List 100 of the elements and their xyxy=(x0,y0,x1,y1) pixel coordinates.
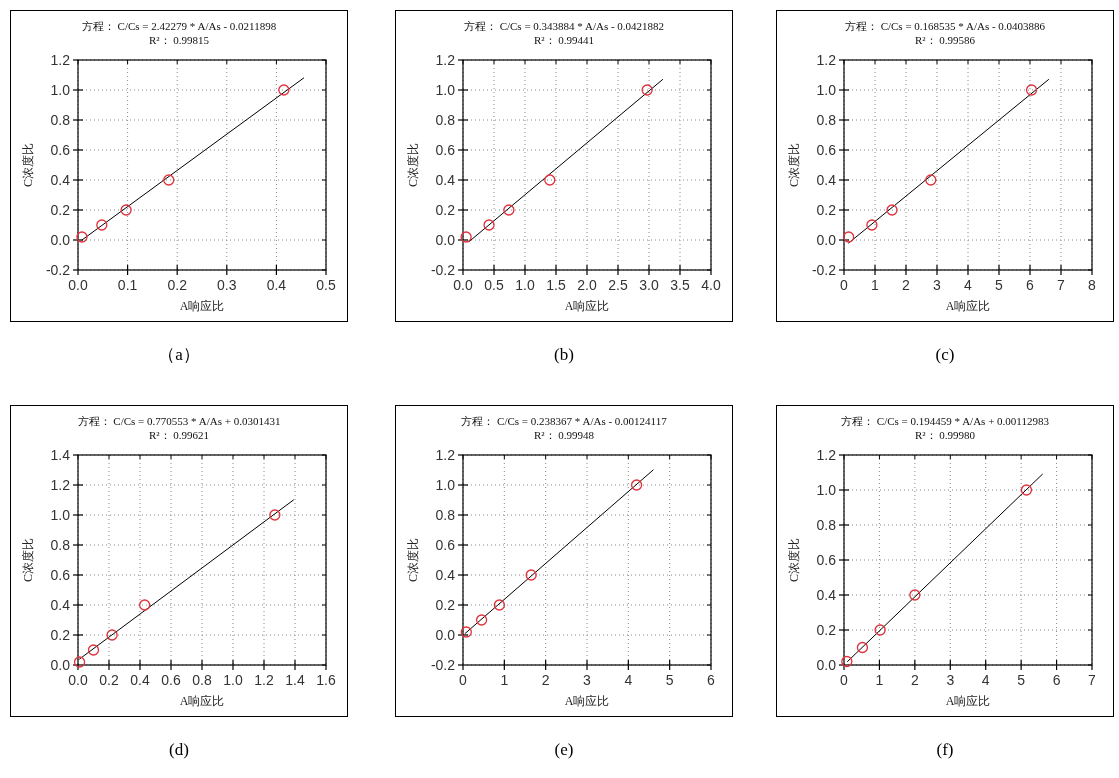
point xyxy=(544,174,556,186)
chart-subtitle: R²： 0.99586 xyxy=(914,34,976,46)
y-axis-title: C浓度比 xyxy=(21,142,35,188)
x-tick-label: 1.4 xyxy=(285,672,305,688)
y-tick-label: -0.2 xyxy=(45,262,71,278)
x-tick-label: 0.8 xyxy=(192,672,212,688)
x-tick-label: 7 xyxy=(1057,277,1066,293)
y-tick-label: -0.2 xyxy=(430,657,456,673)
y-tick-label: 0.0 xyxy=(50,657,71,673)
x-tick-label: 1 xyxy=(871,277,880,293)
x-tick-label: 2.5 xyxy=(608,277,628,293)
point xyxy=(106,629,118,641)
y-tick-label: 1.2 xyxy=(435,447,456,463)
y-tick-label: 0.8 xyxy=(435,112,456,128)
text: (f) xyxy=(936,740,954,759)
y-tick-label: 0.4 xyxy=(816,172,837,188)
y-axis-title: C浓度比 xyxy=(406,537,420,583)
y-tick-label: 0.0 xyxy=(816,232,837,248)
point xyxy=(96,219,108,231)
x-axis-title: A响应比 xyxy=(179,694,225,708)
chart-title: 方程： C/Cs = 0.194459 * A/As + 0.00112983 xyxy=(841,415,1050,427)
point xyxy=(475,614,488,626)
chart-subtitle: R²： 0.99980 xyxy=(914,429,976,441)
y-tick-label: 0.0 xyxy=(50,232,71,248)
x-tick-label: 0.4 xyxy=(266,277,287,293)
x-tick-label: 0 xyxy=(459,672,468,688)
x-tick-label: 2 xyxy=(902,277,911,293)
y-tick-label: 1.0 xyxy=(816,82,837,98)
x-tick-label: 3 xyxy=(933,277,942,293)
x-tick-label: 0.0 xyxy=(68,277,88,293)
point xyxy=(278,84,290,96)
chart-subtitle: R²： 0.99815 xyxy=(148,34,210,46)
point xyxy=(73,656,86,668)
x-tick-label: 7 xyxy=(1088,672,1097,688)
y-axis-title: C浓度比 xyxy=(21,537,35,583)
y-tick-label: 1.0 xyxy=(435,82,456,98)
point xyxy=(1025,84,1038,96)
point xyxy=(1020,484,1033,496)
x-tick-label: 0.5 xyxy=(316,277,336,293)
text: (d) xyxy=(169,740,189,759)
x-tick-label: 0.5 xyxy=(484,277,504,293)
y-tick-label: 0.0 xyxy=(435,232,456,248)
y-axis-title: C浓度比 xyxy=(787,537,801,583)
x-tick-label: 1.2 xyxy=(254,672,274,688)
x-tick-label: 1.0 xyxy=(515,277,535,293)
y-axis-title: C浓度比 xyxy=(406,142,420,188)
x-axis-title: A响应比 xyxy=(564,694,610,708)
point xyxy=(909,589,921,601)
y-tick-label: 0.8 xyxy=(816,517,837,533)
y-tick-label: -0.2 xyxy=(430,262,456,278)
y-tick-label: 0.2 xyxy=(435,597,456,613)
x-tick-label: 3 xyxy=(583,672,592,688)
y-tick-label: 0.2 xyxy=(816,622,837,638)
y-axis-title: C浓度比 xyxy=(787,142,801,188)
y-tick-label: 0.6 xyxy=(435,537,456,553)
x-axis-title: A响应比 xyxy=(179,299,225,313)
y-tick-label: 0.6 xyxy=(816,142,837,158)
x-tick-label: 3 xyxy=(946,672,955,688)
x-tick-label: 4 xyxy=(624,672,633,688)
x-tick-label: 0.2 xyxy=(167,277,188,293)
x-tick-label: 0.0 xyxy=(453,277,473,293)
y-tick-label: 1.2 xyxy=(816,447,837,463)
y-tick-label: -0.2 xyxy=(811,262,837,278)
x-tick-label: 6 xyxy=(1026,277,1035,293)
chart-title: 方程： C/Cs = 0.343884 * A/As - 0.0421882 xyxy=(463,20,665,32)
chart-title: 方程： C/Cs = 2.42279 * A/As - 0.0211898 xyxy=(81,20,277,32)
y-tick-label: 1.0 xyxy=(50,82,71,98)
y-tick-label: 1.0 xyxy=(435,477,456,493)
y-tick-label: 0.2 xyxy=(50,627,71,643)
y-tick-label: 0.6 xyxy=(50,567,71,583)
x-tick-label: 4 xyxy=(981,672,990,688)
y-tick-label: 0.4 xyxy=(435,172,456,188)
point xyxy=(503,204,515,216)
point xyxy=(120,204,132,216)
x-axis-title: A响应比 xyxy=(564,299,610,313)
x-tick-label: 1.5 xyxy=(546,277,566,293)
x-tick-label: 2 xyxy=(910,672,919,688)
chart-title: 方程： C/Cs = 0.238367 * A/As - 0.00124117 xyxy=(461,415,668,427)
y-tick-label: 1.2 xyxy=(435,52,456,68)
y-tick-label: 0.8 xyxy=(50,537,71,553)
y-tick-label: 0.6 xyxy=(435,142,456,158)
x-tick-label: 3.0 xyxy=(639,277,659,293)
y-tick-label: 1.2 xyxy=(816,52,837,68)
point xyxy=(76,231,88,243)
point xyxy=(139,599,151,611)
chart-subtitle: R²： 0.99948 xyxy=(533,429,595,441)
y-tick-label: 0.2 xyxy=(435,202,456,218)
point xyxy=(87,644,100,656)
text: (c) xyxy=(935,345,955,364)
point xyxy=(856,641,869,654)
x-tick-label: 0.4 xyxy=(130,672,150,688)
point xyxy=(841,655,853,668)
x-tick-label: 1.0 xyxy=(223,672,243,688)
x-axis-title: A响应比 xyxy=(945,299,991,313)
y-tick-label: 1.2 xyxy=(50,477,71,493)
x-tick-label: 4 xyxy=(964,277,973,293)
x-tick-label: 4.0 xyxy=(701,277,721,293)
x-tick-label: 2 xyxy=(541,672,550,688)
y-tick-label: 0.0 xyxy=(816,657,837,673)
y-tick-label: 1.0 xyxy=(816,482,837,498)
